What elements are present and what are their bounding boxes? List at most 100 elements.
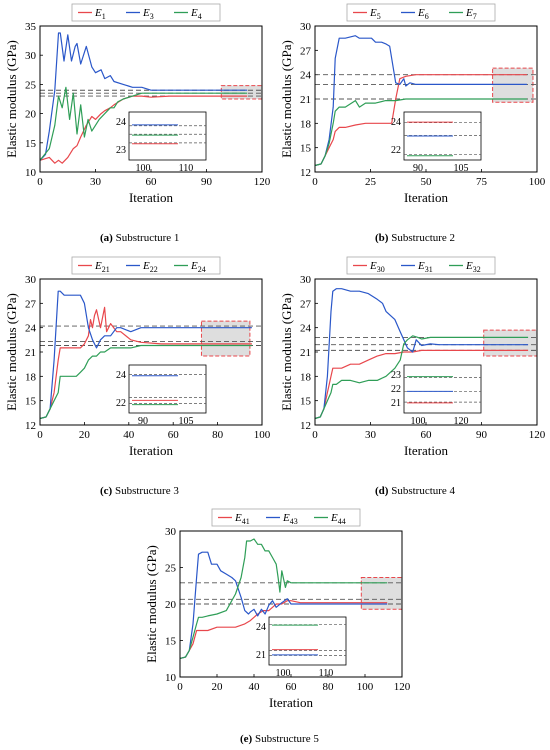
x-tick-label: 90 (201, 176, 213, 188)
chart-svg-substructure-5: E41 E43 E44 0 20 40 60 80 100 120 10 15 20 25 30 Iterat… (144, 508, 411, 710)
highlight-region (483, 329, 538, 357)
series-line-e44 (179, 538, 388, 659)
inset-y-tick-label: 24 (391, 117, 401, 128)
caption-text: Substructure 2 (391, 232, 456, 244)
inset-x-tick-label: 110 (179, 163, 194, 174)
inset-x-tick-label: 100 (136, 163, 151, 174)
x-tick-label: 80 (212, 429, 224, 441)
inset-y-tick-label: 22 (391, 384, 401, 395)
x-tick-label: 100 (529, 176, 546, 188)
caption-letter: (d) (375, 485, 389, 497)
inset-frame (128, 364, 207, 414)
series-line-e5 (314, 74, 527, 167)
y-tick-label: 12 (25, 420, 36, 432)
x-tick-label: 0 (312, 429, 318, 441)
series-line-e43 (179, 551, 388, 659)
chart-panel-a: E1 E3 E4 0 30 60 90 120 10 15 20 25 30 35 Iteration Ela… (0, 0, 275, 245)
y-tick-label: 21 (300, 347, 311, 359)
caption-text: Substructure 1 (115, 232, 180, 244)
legend-box (211, 508, 361, 527)
caption-e: (e) Substructure 5 (240, 733, 319, 745)
legend-label-e4: E4 (190, 7, 202, 21)
legend-label-e41: E41 (234, 512, 250, 526)
caption-d: (d) Substructure 4 (375, 485, 455, 497)
plot-frame (179, 530, 403, 678)
x-tick-label: 80 (323, 681, 335, 693)
y-tick-label: 15 (165, 636, 177, 648)
series-line-e21 (39, 306, 252, 420)
x-axis-label: Iteration (129, 190, 174, 205)
x-axis-label: Iteration (269, 695, 314, 710)
x-tick-label: 25 (365, 176, 377, 188)
series-line-e30 (314, 349, 529, 420)
series-line-e41 (179, 600, 388, 659)
series-line-e3 (39, 32, 248, 161)
series-line-e4 (39, 86, 248, 161)
y-tick-label: 18 (25, 371, 37, 383)
y-tick-label: 25 (165, 563, 177, 575)
legend-label-e24: E24 (190, 260, 206, 274)
y-axis-label: Elastic modulus (GPa) (4, 293, 19, 411)
caption-b: (b) Substructure 2 (375, 232, 455, 244)
y-axis-label: Elastic modulus (GPa) (4, 40, 19, 158)
y-axis-label: Elastic modulus (GPa) (144, 545, 159, 663)
x-tick-label: 0 (37, 429, 43, 441)
legend-label-e30: E30 (369, 260, 385, 274)
y-tick-label: 24 (300, 323, 312, 335)
series-line-e1 (39, 95, 248, 164)
x-tick-label: 30 (365, 429, 377, 441)
y-tick-label: 21 (300, 94, 311, 106)
x-tick-label: 40 (249, 681, 261, 693)
x-tick-label: 20 (79, 429, 91, 441)
x-tick-label: 60 (286, 681, 298, 693)
x-tick-label: 100 (254, 429, 271, 441)
inset-frame (403, 364, 482, 414)
y-tick-label: 15 (300, 143, 312, 155)
y-tick-label: 10 (165, 672, 177, 684)
chart-svg-substructure-1: E1 E3 E4 0 30 60 90 120 10 15 20 25 30 35 Iteration Ela… (4, 3, 271, 205)
series-line-e24 (39, 344, 252, 420)
caption-letter: (b) (375, 232, 389, 244)
legend: E5 E6 E7 (346, 3, 496, 22)
chart-svg-substructure-3: E21 E22 E24 0 20 40 60 80 100 12 15 18 21 24 27 30 Itera… (4, 256, 271, 458)
x-axis-label: Iteration (404, 190, 449, 205)
inset-y-tick-label: 24 (116, 370, 126, 381)
plot-frame (314, 25, 538, 173)
y-tick-label: 12 (300, 420, 311, 432)
x-tick-label: 20 (212, 681, 224, 693)
inset-y-tick-label: 24 (256, 622, 266, 633)
x-tick-label: 40 (123, 429, 135, 441)
x-tick-label: 30 (90, 176, 102, 188)
y-tick-label: 35 (25, 21, 37, 33)
legend: E21 E22 E24 (71, 256, 221, 275)
inset-x-tick-label: 105 (179, 416, 194, 427)
y-tick-label: 27 (300, 298, 312, 310)
y-tick-label: 27 (300, 45, 312, 57)
legend: E30 E31 E32 (346, 256, 496, 275)
y-tick-label: 30 (25, 274, 37, 286)
chart-panel-b: E5 E6 E7 0 25 50 75 100 12 15 18 21 24 27 30 Iteration E… (275, 0, 550, 245)
legend-box (346, 3, 496, 22)
inset-x-tick-label: 100 (276, 668, 291, 679)
y-tick-label: 15 (25, 138, 37, 150)
x-tick-label: 60 (168, 429, 180, 441)
legend-label-e31: E31 (417, 260, 433, 274)
inset-x-tick-label: 105 (454, 163, 469, 174)
caption-text: Substructure 5 (254, 733, 319, 745)
x-tick-label: 120 (254, 176, 271, 188)
y-tick-label: 24 (300, 70, 312, 82)
legend: E1 E3 E4 (71, 3, 221, 22)
caption-text: Substructure 3 (114, 485, 179, 497)
y-tick-label: 30 (165, 526, 177, 538)
inset-y-tick-label: 22 (391, 145, 401, 156)
legend-box (71, 3, 221, 22)
inset-x-tick-label: 90 (413, 163, 423, 174)
inset-frame (128, 111, 207, 161)
legend-box (71, 256, 221, 275)
series-line-e32 (314, 335, 529, 420)
y-tick-label: 15 (300, 396, 312, 408)
y-tick-label: 30 (300, 21, 312, 33)
highlight-region (200, 320, 251, 357)
inset-x-tick-label: 100 (411, 416, 426, 427)
inset-frame (268, 616, 347, 666)
